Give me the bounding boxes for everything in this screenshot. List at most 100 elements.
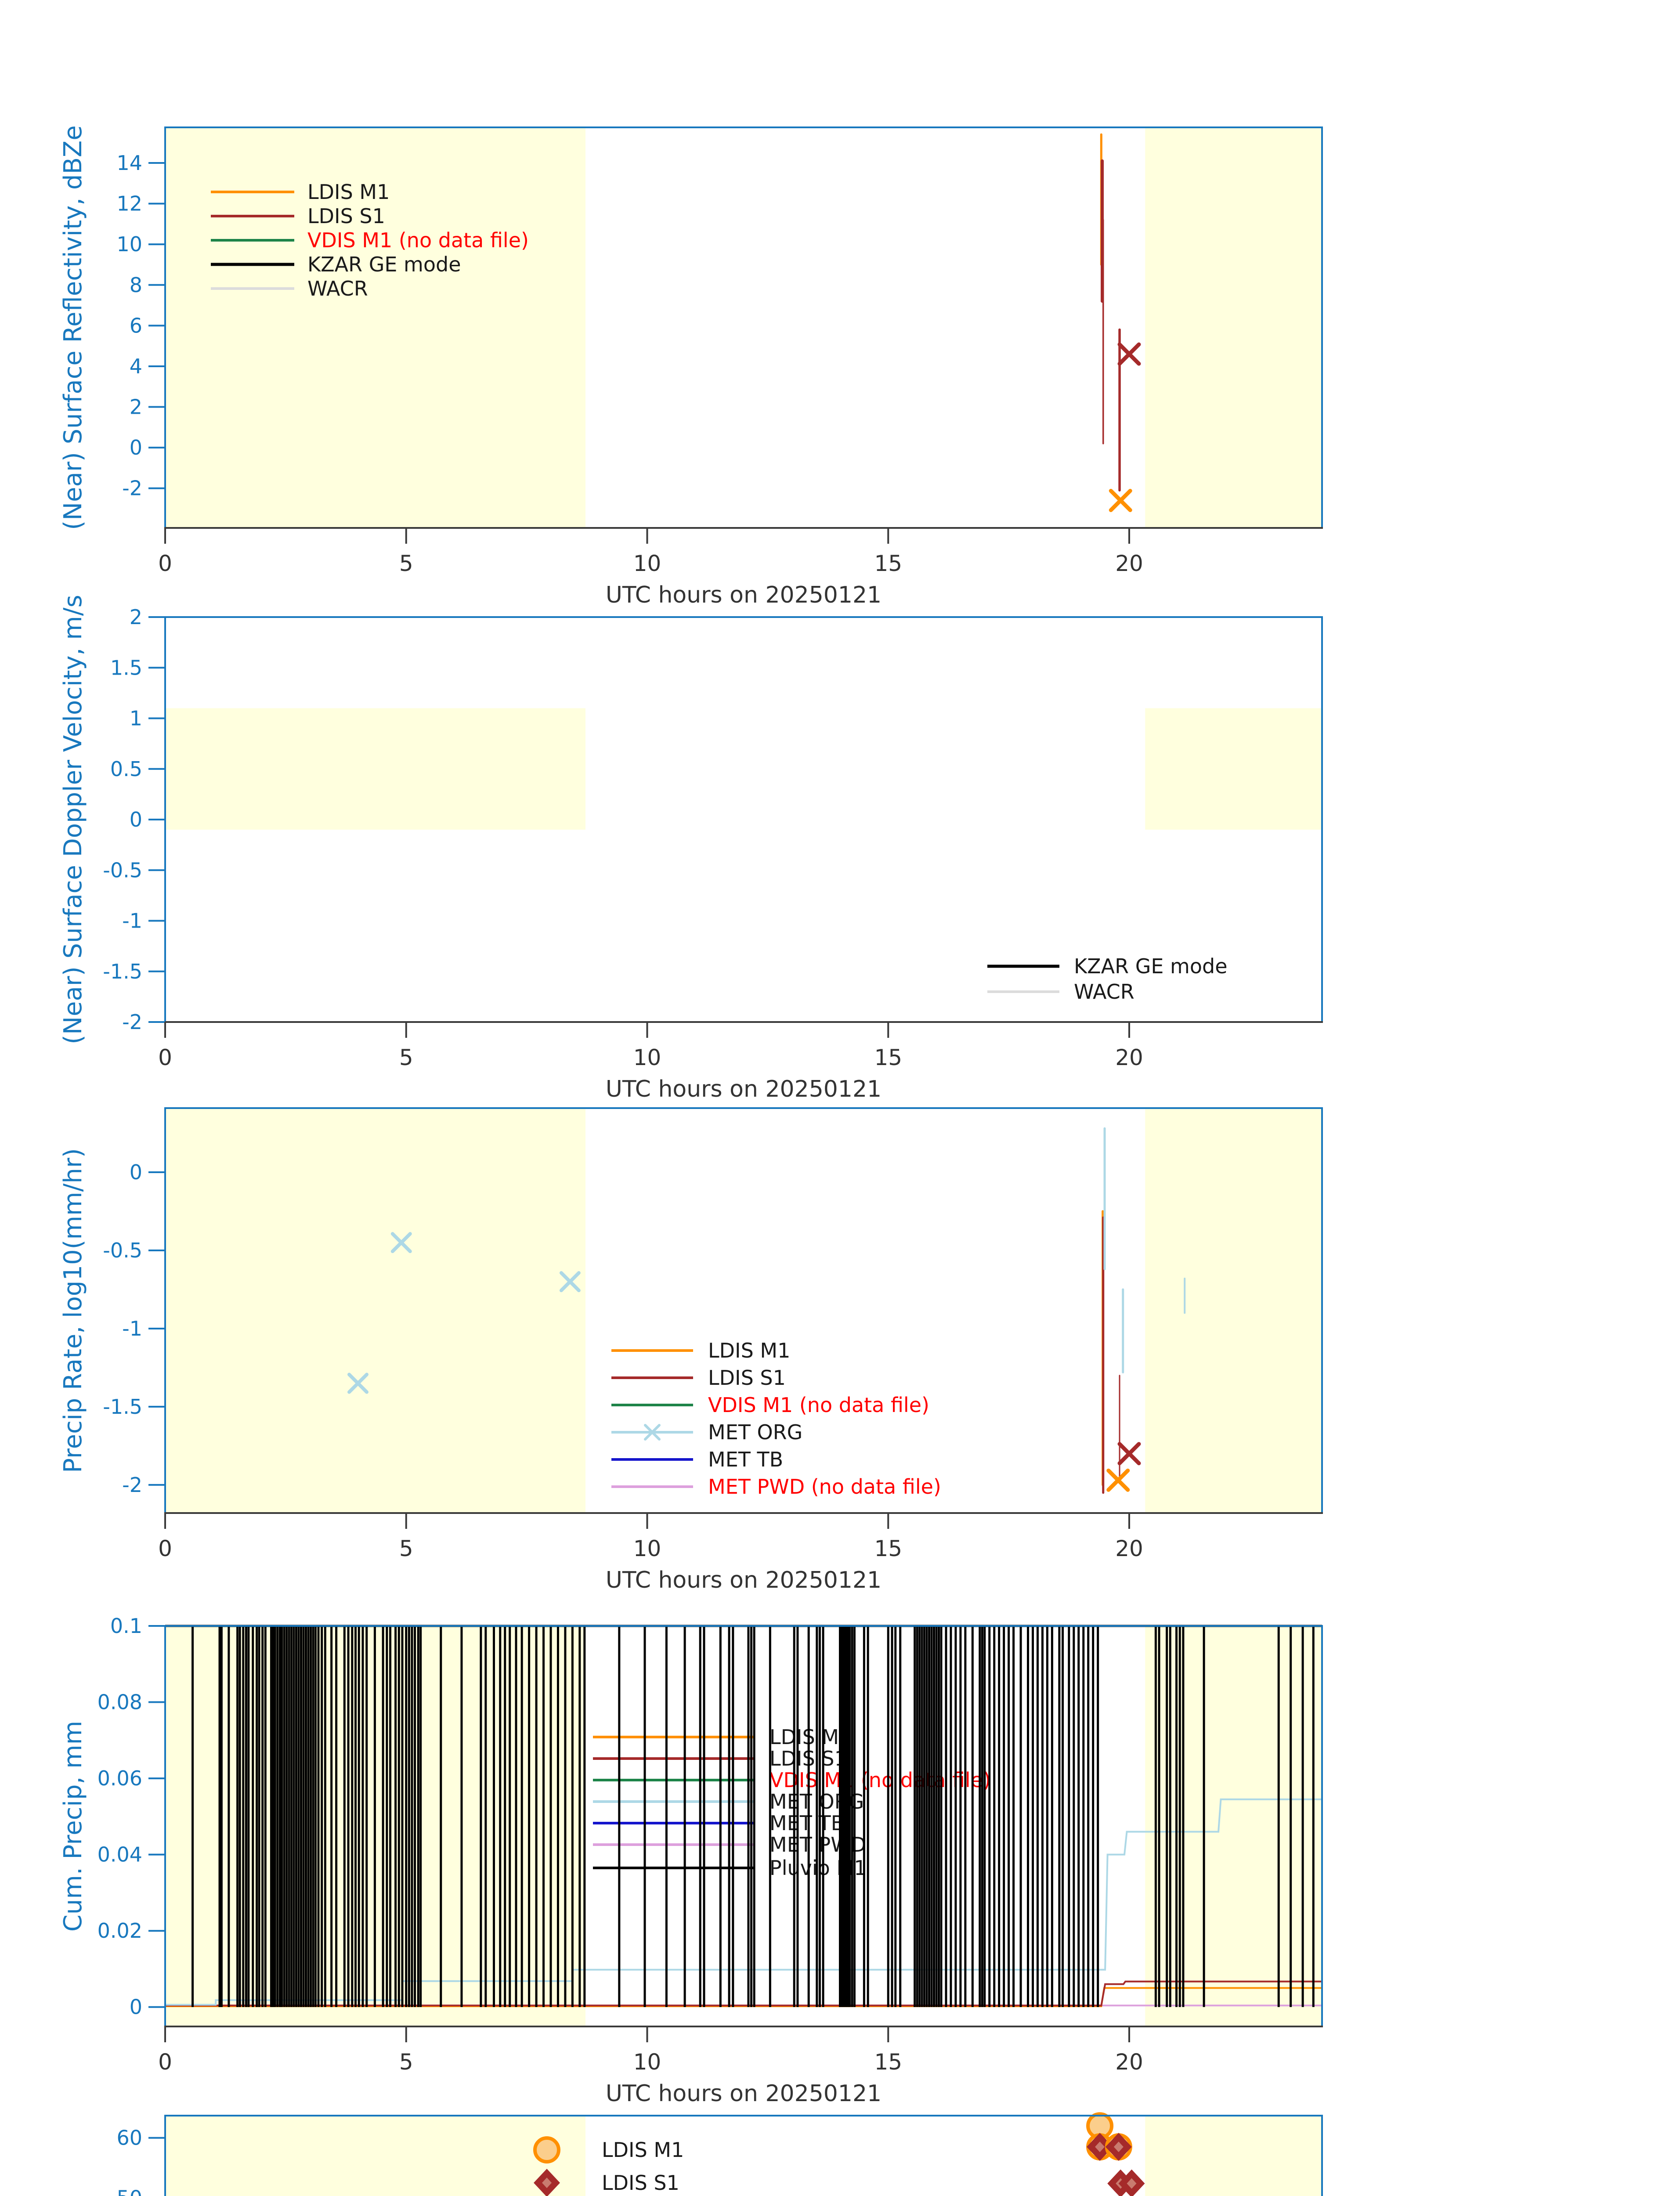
y-tick-label: 8 xyxy=(130,273,142,297)
y-tick-label: 0 xyxy=(130,808,142,831)
x-tick-label: 15 xyxy=(874,2049,902,2075)
daylight-shading xyxy=(1145,127,1322,528)
x-tick-label: 5 xyxy=(399,1045,413,1070)
panel4-y-axis-title: Cum. Precip, mm xyxy=(59,1721,87,1932)
data-x-marker xyxy=(1106,1468,1130,1492)
y-tick-label: -1 xyxy=(122,1317,142,1340)
y-tick-label: 0.04 xyxy=(98,1843,142,1867)
y-tick-label: -2 xyxy=(122,477,142,500)
x-tick-label: 20 xyxy=(1115,551,1143,576)
daylight-shading xyxy=(165,1108,586,1513)
diamond-marker-center xyxy=(542,2178,552,2188)
x-tick-label: 0 xyxy=(158,2049,172,2075)
y-tick-label: 0.08 xyxy=(98,1690,142,1714)
daylight-shading xyxy=(1145,1626,1322,2026)
legend-circle-marker xyxy=(533,2136,560,2163)
y-tick-label: -0.5 xyxy=(103,858,142,882)
legend-label: MET TB xyxy=(708,1448,783,1471)
legend-label: MET PWD (no data file) xyxy=(708,1475,941,1499)
x-tick-label: 5 xyxy=(399,551,413,576)
diamond-marker-center xyxy=(1095,2142,1105,2153)
y-tick-label: 2 xyxy=(130,605,142,629)
daylight-shading xyxy=(1145,2116,1322,2196)
diamond-marker-center xyxy=(1127,2178,1137,2189)
y-tick-label: 0.1 xyxy=(110,1614,142,1638)
panel2-y-axis-title: (Near) Surface Doppler Velocity, m/s xyxy=(59,595,87,1044)
y-tick-label: 0.02 xyxy=(98,1919,142,1943)
panel4-x-axis-title: UTC hours on 20250121 xyxy=(606,2080,882,2107)
legend-label: LDIS S1 xyxy=(307,204,385,228)
legend-label: VDIS M1 (no data file) xyxy=(708,1393,929,1417)
x-tick-label: 0 xyxy=(158,1045,172,1070)
daylight-shading xyxy=(1145,708,1322,830)
y-tick-label: 14 xyxy=(116,151,142,175)
daylight-shading xyxy=(165,708,586,830)
x-tick-label: 20 xyxy=(1115,1536,1143,1561)
diamond-marker-center xyxy=(1113,2142,1124,2153)
y-tick-label: -0.5 xyxy=(103,1239,142,1262)
legend-label: KZAR GE mode xyxy=(307,253,461,276)
y-tick-label: 60 xyxy=(116,2126,142,2150)
y-tick-label: 12 xyxy=(116,192,142,216)
y-tick-label: 1 xyxy=(130,707,142,730)
data-x-marker xyxy=(1117,1442,1141,1466)
x-tick-label: 10 xyxy=(633,2049,661,2075)
x-tick-label: 0 xyxy=(158,1536,172,1561)
y-tick-label: -2 xyxy=(122,1010,142,1034)
panel3-x-axis-title: UTC hours on 20250121 xyxy=(606,1567,882,1593)
daylight-shading xyxy=(1145,1108,1322,1513)
legend-label: LDIS M1 xyxy=(708,1339,790,1362)
legend-label: KZAR GE mode xyxy=(1074,954,1228,978)
y-tick-label: 0 xyxy=(130,1160,142,1184)
y-tick-label: 0 xyxy=(130,1995,142,2019)
daylight-shading xyxy=(165,127,586,528)
legend-label: LDIS M1 xyxy=(602,2138,684,2162)
y-tick-label: 0.06 xyxy=(98,1766,142,1790)
legend-label: LDIS S1 xyxy=(602,2171,679,2195)
scatter-point xyxy=(390,1232,412,1253)
x-tick-label: 15 xyxy=(874,551,902,576)
y-tick-label: 2 xyxy=(130,395,142,419)
x-tick-label: 10 xyxy=(633,551,661,576)
y-tick-label: 50 xyxy=(116,2186,142,2196)
scatter-point xyxy=(347,1372,369,1394)
legend-label: VDIS M1 (no data file) xyxy=(770,1768,991,1792)
legend-label: LDIS S1 xyxy=(708,1366,786,1390)
panel2-x-axis-title: UTC hours on 20250121 xyxy=(606,1076,882,1102)
x-tick-label: 20 xyxy=(1115,1045,1143,1070)
x-tick-label: 5 xyxy=(399,2049,413,2075)
panel3-y-axis-title: Precip Rate, log10(mm/hr) xyxy=(59,1148,87,1473)
x-tick-label: 10 xyxy=(633,1536,661,1561)
daylight-shading xyxy=(165,2116,586,2196)
legend-label: LDIS M1 xyxy=(770,1725,852,1749)
y-tick-label: 0.5 xyxy=(110,757,142,781)
axes-frame xyxy=(164,2115,1323,2196)
y-tick-label: -2 xyxy=(122,1473,142,1497)
legend-label: MET ORG xyxy=(708,1420,802,1444)
y-tick-label: -1 xyxy=(122,909,142,933)
legend-label: MET TB xyxy=(770,1811,845,1835)
legend-label: WACR xyxy=(307,277,368,300)
x-tick-label: 15 xyxy=(874,1536,902,1561)
y-tick-label: 4 xyxy=(130,354,142,378)
legend-label: WACR xyxy=(1074,980,1134,1004)
legend-label: VDIS M1 (no data file) xyxy=(307,228,529,252)
data-x-marker xyxy=(1117,342,1141,366)
legend-label: LDIS M1 xyxy=(307,180,390,204)
y-tick-label: 0 xyxy=(130,436,142,459)
y-tick-label: 10 xyxy=(116,232,142,256)
y-tick-label: 6 xyxy=(130,314,142,337)
y-tick-label: -1.5 xyxy=(103,1395,142,1419)
legend-x-marker xyxy=(644,1424,661,1441)
x-tick-label: 0 xyxy=(158,551,172,576)
x-tick-label: 5 xyxy=(399,1536,413,1561)
panel1-y-axis-title: (Near) Surface Reflectivity, dBZe xyxy=(59,125,87,530)
x-tick-label: 15 xyxy=(874,1045,902,1070)
x-tick-label: 20 xyxy=(1115,2049,1143,2075)
data-x-marker xyxy=(1109,489,1132,512)
x-tick-label: 10 xyxy=(633,1045,661,1070)
panel1-x-axis-title: UTC hours on 20250121 xyxy=(606,582,882,608)
